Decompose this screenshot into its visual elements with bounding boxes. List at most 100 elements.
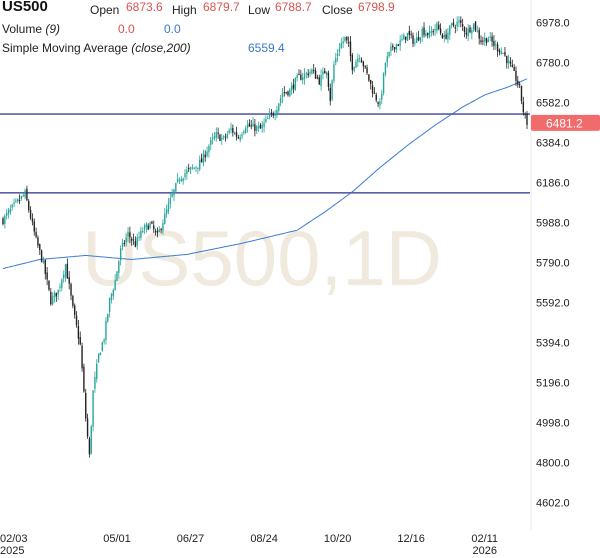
candle xyxy=(250,119,252,130)
candle xyxy=(278,103,280,113)
candle xyxy=(366,64,368,75)
candle xyxy=(230,122,232,134)
candle xyxy=(436,21,438,34)
candle xyxy=(493,35,495,51)
candle xyxy=(399,35,401,51)
y-tick-label: 6384.0 xyxy=(536,138,570,150)
candle xyxy=(322,67,324,80)
candle xyxy=(349,35,352,62)
candle xyxy=(515,66,517,87)
candle xyxy=(353,66,355,73)
low-label: Low xyxy=(248,3,271,17)
candle xyxy=(134,236,137,248)
candle xyxy=(180,176,183,183)
x-tick-year: 2026 xyxy=(472,545,496,557)
candle xyxy=(403,32,405,40)
candle xyxy=(254,119,256,137)
candle xyxy=(346,36,348,44)
candle xyxy=(175,182,177,193)
candle xyxy=(70,282,72,301)
candle xyxy=(331,79,333,102)
candle xyxy=(4,213,6,229)
candle xyxy=(108,297,111,318)
candle xyxy=(474,21,477,33)
candle xyxy=(518,81,521,89)
candle xyxy=(274,109,276,121)
candle xyxy=(110,292,113,304)
candle xyxy=(434,23,436,37)
candle xyxy=(279,94,282,107)
candle xyxy=(211,133,214,145)
candle xyxy=(303,68,306,85)
candle xyxy=(480,35,482,45)
candle xyxy=(50,287,52,306)
candle xyxy=(147,223,149,230)
y-tick-label: 5196.0 xyxy=(536,377,570,389)
candle xyxy=(360,57,363,63)
candle xyxy=(204,150,206,162)
candle xyxy=(75,311,78,328)
candle xyxy=(2,216,4,226)
candle xyxy=(39,243,41,255)
candle xyxy=(222,135,225,140)
candle xyxy=(7,208,10,219)
candle xyxy=(445,29,447,40)
candle xyxy=(156,227,159,238)
candle xyxy=(233,131,236,135)
candle xyxy=(344,36,346,43)
x-tick-label: 12/16 xyxy=(397,533,425,545)
candle xyxy=(289,87,291,98)
candle xyxy=(92,389,94,432)
candle xyxy=(526,111,528,129)
candle xyxy=(336,49,339,62)
candle xyxy=(116,271,118,282)
candle xyxy=(105,317,107,345)
candle xyxy=(388,51,390,59)
candle xyxy=(511,59,513,68)
candle xyxy=(90,424,92,455)
candle xyxy=(123,239,126,247)
y-tick-label: 6582.0 xyxy=(536,98,570,110)
candle xyxy=(500,47,502,55)
candle xyxy=(524,112,526,119)
candle xyxy=(99,352,102,356)
candle xyxy=(276,106,278,119)
candle xyxy=(81,342,83,372)
candle xyxy=(162,219,164,235)
sma-value: 6559.4 xyxy=(248,41,285,55)
candle xyxy=(472,23,475,33)
candle xyxy=(154,228,157,236)
candle xyxy=(397,43,399,47)
candle xyxy=(423,22,425,38)
candle xyxy=(482,36,484,46)
candle xyxy=(151,220,153,225)
candle xyxy=(97,353,100,364)
candle xyxy=(301,72,304,85)
candle xyxy=(61,278,63,292)
candle xyxy=(261,121,263,133)
candle xyxy=(447,28,449,44)
candle xyxy=(427,32,429,39)
candle xyxy=(513,64,515,72)
candle xyxy=(375,92,377,103)
x-tick-label: 08/24 xyxy=(250,533,278,545)
candle xyxy=(404,36,407,44)
candle xyxy=(26,185,28,202)
candle xyxy=(290,81,293,95)
candle xyxy=(478,27,480,45)
high-value: 6879.7 xyxy=(203,0,240,14)
candle xyxy=(421,26,423,42)
candle xyxy=(259,122,262,129)
candle xyxy=(186,166,188,180)
candle xyxy=(127,227,129,243)
candle xyxy=(206,146,208,158)
candle xyxy=(217,127,219,139)
candle xyxy=(307,69,309,78)
candle xyxy=(164,208,166,225)
candle xyxy=(370,79,372,90)
sma-label: Simple Moving Average xyxy=(2,41,128,55)
candle xyxy=(17,198,19,204)
candle xyxy=(178,177,181,184)
low-value: 6788.7 xyxy=(275,0,312,14)
